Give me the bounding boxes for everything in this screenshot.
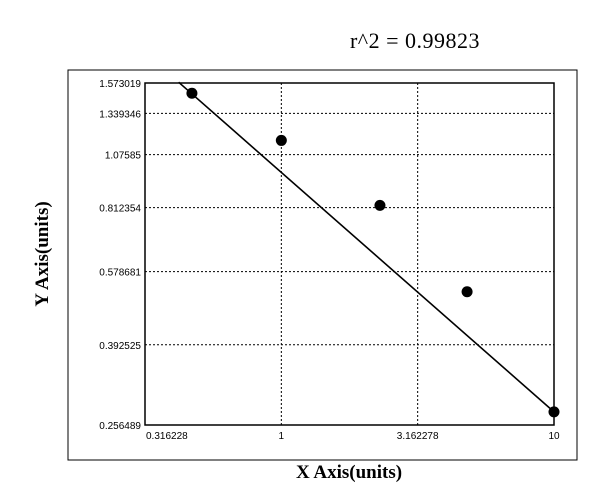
data-point	[374, 199, 386, 211]
y-axis-label: Y Axis(units)	[32, 201, 53, 306]
y-tick-label: 1.07585	[105, 151, 142, 162]
y-tick-label: 0.392525	[99, 341, 141, 352]
x-tick-label: 0.316228	[146, 431, 188, 442]
fit-line	[178, 81, 555, 413]
y-tick-label: 0.812354	[99, 204, 141, 215]
data-point	[548, 406, 560, 418]
y-tick-label: 0.256489	[99, 421, 141, 432]
plot-area	[144, 82, 555, 426]
data-point	[186, 87, 198, 99]
y-tick-label: 1.573019	[99, 79, 141, 90]
data-points	[186, 87, 560, 418]
data-point	[275, 134, 287, 146]
data-point	[461, 286, 473, 298]
y-tick-labels: 1.573019 1.339346 1.07585 0.812354 0.578681 0…	[99, 79, 141, 432]
r-squared-annotation: r^2 = 0.99823	[349, 28, 481, 53]
y-tick-label: 0.578681	[99, 268, 141, 279]
x-tick-label: 1	[279, 431, 285, 442]
x-tick-label: 10	[548, 431, 560, 442]
x-tick-labels: 0.316228 1 3.162278 10	[146, 431, 560, 442]
x-axis-label: X Axis(units)	[296, 462, 402, 483]
x-tick-label: 3.162278	[397, 431, 439, 442]
y-tick-label: 1.339346	[99, 109, 141, 120]
regression-line	[178, 81, 555, 413]
